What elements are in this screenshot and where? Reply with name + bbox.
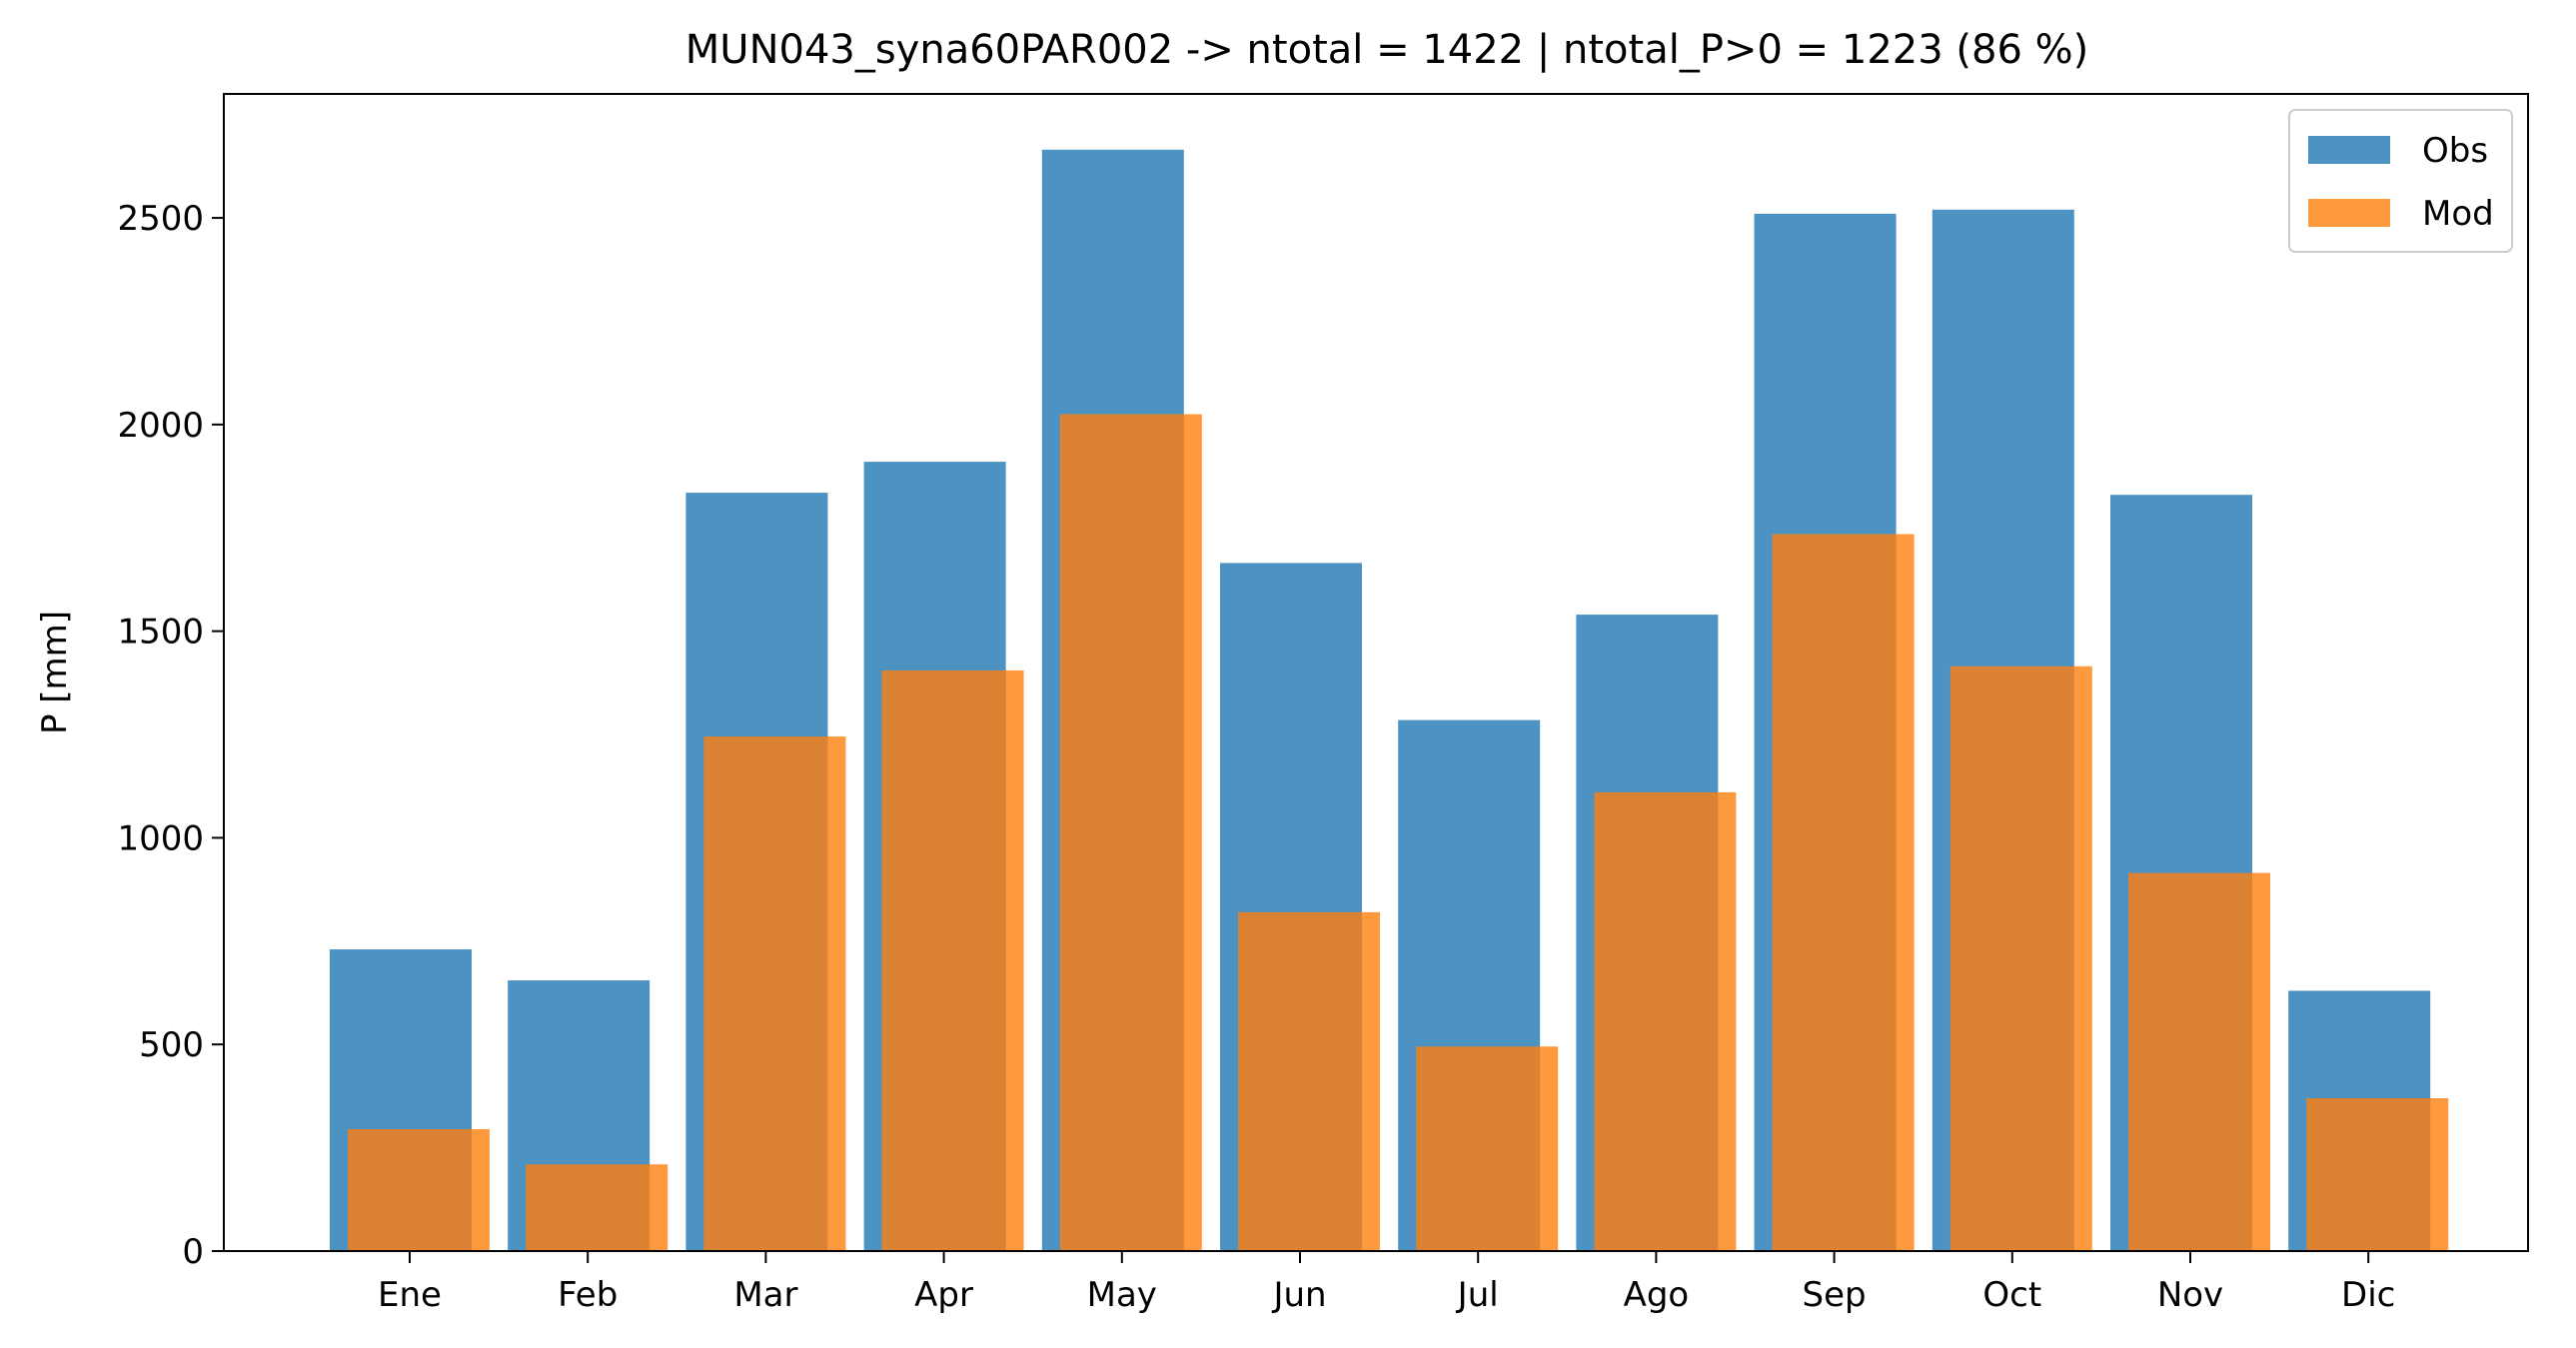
- y-tick-label: 2000: [117, 406, 204, 446]
- x-tick-label: May: [1087, 1275, 1157, 1315]
- x-tick-label: Feb: [558, 1275, 618, 1315]
- x-tick-label: Ago: [1624, 1275, 1690, 1315]
- legend-label-mod: Mod: [2422, 194, 2494, 234]
- x-tick-label: Apr: [914, 1275, 973, 1315]
- legend-swatch-obs: [2308, 136, 2390, 164]
- x-tick-label: Dic: [2341, 1275, 2395, 1315]
- y-axis-label: P [mm]: [35, 611, 75, 734]
- x-tick-label: Sep: [1803, 1275, 1867, 1315]
- legend: Obs Mod: [2288, 109, 2513, 253]
- y-tick-label: 500: [139, 1025, 204, 1065]
- bar-mod-ago: [1594, 791, 1737, 1251]
- bar-mod-jun: [1238, 911, 1380, 1251]
- bar-mod-may: [1059, 414, 1202, 1251]
- legend-label-obs: Obs: [2422, 131, 2488, 171]
- x-tick-label: Oct: [1982, 1275, 2041, 1315]
- x-tick-label: Mar: [733, 1275, 797, 1315]
- bars-layer: [330, 149, 2449, 1252]
- y-tick-label: 0: [182, 1232, 204, 1272]
- legend-swatch-mod: [2308, 199, 2390, 227]
- bar-mod-feb: [526, 1164, 668, 1251]
- chart-title: MUN043_syna60PAR002 -> ntotal = 1422 | n…: [685, 27, 2088, 73]
- y-tick-label: 2500: [117, 199, 204, 239]
- bar-mod-apr: [881, 670, 1024, 1251]
- bar-mod-mar: [703, 736, 846, 1251]
- x-axis: Ene Feb Mar Apr May Jun Jul Ago Sep Oct Nov Dic: [378, 1251, 2395, 1315]
- x-tick-label: Jul: [1456, 1275, 1499, 1315]
- x-tick-label: Nov: [2157, 1275, 2223, 1315]
- bar-mod-ene: [348, 1129, 490, 1251]
- bar-mod-dic: [2306, 1098, 2449, 1251]
- bar-mod-nov: [2128, 872, 2270, 1251]
- y-tick-label: 1500: [117, 613, 204, 653]
- bar-mod-jul: [1416, 1046, 1559, 1251]
- plot-frame: [223, 93, 2529, 1252]
- x-tick-label: Jun: [1271, 1275, 1326, 1315]
- x-tick-label: Ene: [378, 1275, 442, 1315]
- y-tick-label: 1000: [117, 818, 204, 858]
- bar-mod-oct: [1949, 666, 2092, 1251]
- bar-mod-sep: [1772, 534, 1915, 1251]
- y-axis: 0 500 1000 1500 2000 2500: [117, 199, 224, 1272]
